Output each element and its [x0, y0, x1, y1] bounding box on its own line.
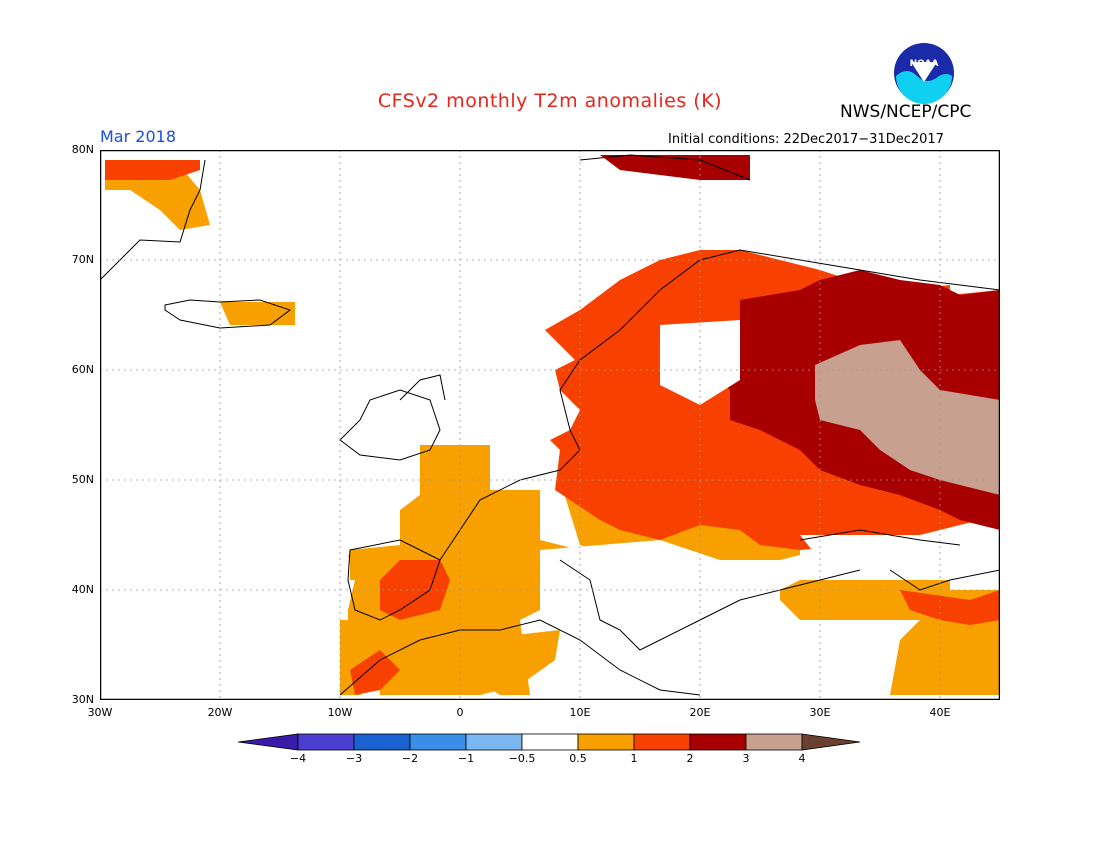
map-frame — [100, 150, 1000, 700]
noaa-logo: NOAA — [894, 43, 954, 104]
colorbar-label: −3 — [345, 752, 363, 765]
colorbar-cell — [409, 733, 467, 751]
lat-label: 30N — [71, 693, 94, 706]
lat-label: 70N — [71, 253, 94, 266]
lon-label: 10W — [327, 706, 353, 719]
lon-label: 30W — [87, 706, 113, 719]
colorbar-cell — [353, 733, 411, 751]
colorbar-cell — [521, 733, 579, 751]
organization-label: NWS/NCEP/CPC — [840, 102, 972, 122]
map-title: CFSv2 monthly T2m anomalies (K) — [377, 90, 723, 112]
colorbar-cell — [745, 733, 803, 751]
forecast-month: Mar 2018 — [100, 127, 176, 146]
lon-label: 0 — [456, 706, 464, 719]
colorbar-label: 1 — [630, 752, 638, 765]
colorbar-cell — [633, 733, 691, 751]
colorbar-label: 2 — [686, 752, 694, 765]
colorbar-label: 3 — [742, 752, 750, 765]
anomaly-field-3-4 — [815, 340, 1000, 495]
colorbar-arrow-low — [238, 733, 299, 751]
lon-label: 20W — [207, 706, 233, 719]
colorbar-cell — [465, 733, 523, 751]
lon-label: 10E — [569, 706, 591, 719]
graticule — [100, 150, 1000, 700]
colorbar-cell — [577, 733, 635, 751]
lon-label: 20E — [689, 706, 711, 719]
colorbar-label: −4 — [289, 752, 307, 765]
lat-label: 80N — [71, 143, 94, 156]
initial-conditions: Initial conditions: 22Dec2017−31Dec2017 — [668, 132, 944, 147]
lon-label: 30E — [809, 706, 831, 719]
lat-label: 60N — [71, 363, 94, 376]
svg-text:NOAA: NOAA — [910, 59, 939, 69]
lat-label: 50N — [71, 473, 94, 486]
colorbar-label: −2 — [401, 752, 419, 765]
colorbar-cell — [689, 733, 747, 751]
colorbar-label: 4 — [798, 752, 806, 765]
colorbar-label: −1 — [457, 752, 475, 765]
lon-label: 40E — [929, 706, 951, 719]
colorbar — [238, 733, 861, 751]
colorbar-cell — [297, 733, 355, 751]
anomaly-map — [100, 150, 1000, 700]
colorbar-label: −0.5 — [508, 752, 536, 765]
colorbar-label: 0.5 — [569, 752, 587, 765]
neutral-areas — [540, 320, 960, 630]
lat-label: 40N — [71, 583, 94, 596]
colorbar-arrow-high — [801, 733, 861, 751]
